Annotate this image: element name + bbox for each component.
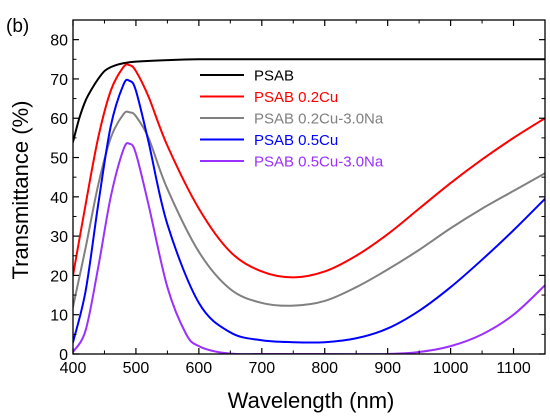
legend-label-0: PSAB xyxy=(254,68,294,85)
series-group xyxy=(73,58,545,354)
y-tick-label-8: 80 xyxy=(50,33,68,50)
y-tick-label-3: 30 xyxy=(50,229,68,246)
y-tick-label-6: 60 xyxy=(50,111,68,128)
y-tick-label-1: 10 xyxy=(50,308,68,325)
x-tick-label-4: 800 xyxy=(311,360,338,377)
series-line-1 xyxy=(73,63,545,279)
series-line-4 xyxy=(73,142,545,354)
y-tick-label-0: 0 xyxy=(59,347,68,364)
series-line-2 xyxy=(73,110,545,308)
series-line-0 xyxy=(73,58,545,143)
y-tick-label-4: 40 xyxy=(50,190,68,207)
x-tick-label-3: 700 xyxy=(248,360,275,377)
axes: 400 500 600 700 800 900 1000 1100 0 10 20 30 40 50 60 7… xyxy=(50,19,546,377)
panel-label: (b) xyxy=(6,16,29,37)
series-line-3 xyxy=(73,78,545,344)
plot-frame xyxy=(72,19,546,355)
y-tick-label-5: 50 xyxy=(50,151,68,168)
legend: PSAB PSAB 0.2Cu PSAB 0.2Cu-3.0Na PSAB 0.5Cu… xyxy=(200,68,384,171)
y-axis-title: Transmittance (%) xyxy=(8,101,33,280)
x-tick-label-0: 400 xyxy=(60,360,87,377)
x-tick-label-7: 1100 xyxy=(496,360,531,377)
x-axis-title: Wavelength (nm) xyxy=(228,388,395,413)
legend-label-4: PSAB 0.5Cu-3.0Na xyxy=(254,154,384,171)
x-tick-label-5: 900 xyxy=(374,360,401,377)
x-tick-label-1: 500 xyxy=(123,360,150,377)
y-tick-label-2: 20 xyxy=(50,268,68,285)
y-tick-label-7: 70 xyxy=(50,72,68,89)
legend-label-2: PSAB 0.2Cu-3.0Na xyxy=(254,111,384,128)
legend-label-3: PSAB 0.5Cu xyxy=(254,132,338,149)
x-tick-label-2: 600 xyxy=(186,360,213,377)
legend-label-1: PSAB 0.2Cu xyxy=(254,89,338,106)
x-tick-label-6: 1000 xyxy=(433,360,469,377)
